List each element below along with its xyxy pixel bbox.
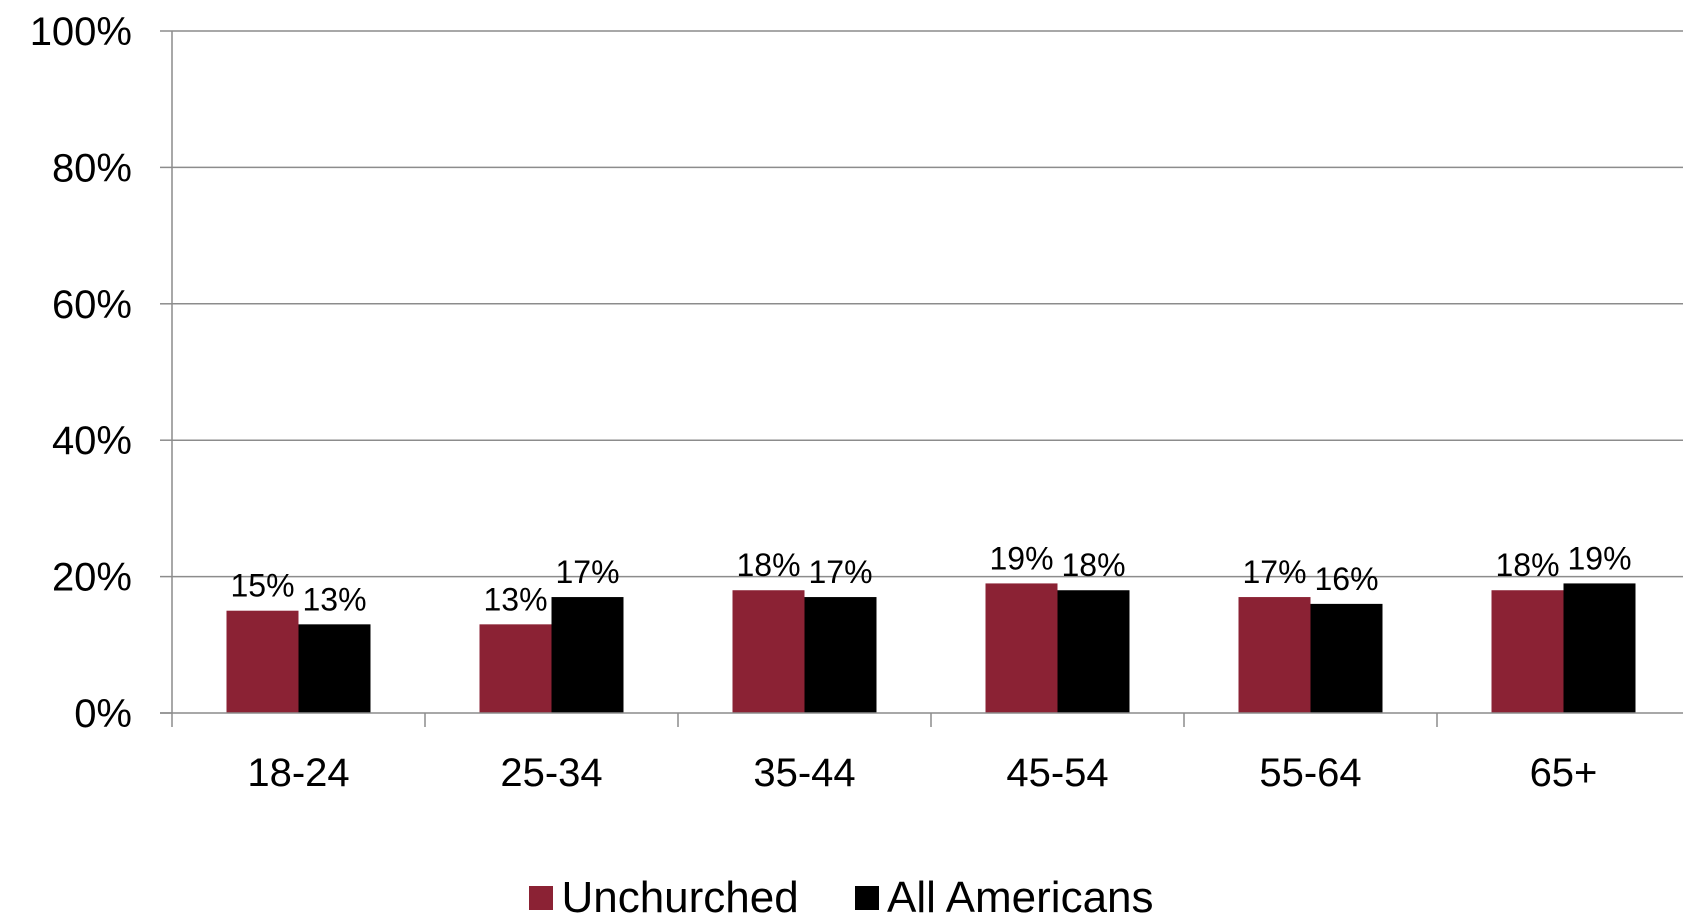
x-tick-label: 18-24: [247, 751, 349, 795]
data-labels: 15% 13% 13%17% 18% 17% 19% 18% 17% 16% 18% 19%: [230, 540, 1631, 617]
gridlines: [172, 30, 1683, 578]
legend-label-unchurched: Unchurched: [561, 873, 799, 922]
y-tick-label: 80%: [52, 146, 132, 190]
bar-unchurched-25-34: [479, 624, 552, 713]
x-tick-label: 55-64: [1259, 751, 1361, 795]
bar-unchurched-55-64: [1238, 597, 1311, 713]
bars: [226, 583, 1636, 713]
legend-item-unchurched: Unchurched: [529, 872, 799, 924]
legend-label-all-americans: All Americans: [886, 873, 1154, 922]
legend-item-all-americans: All Americans: [854, 872, 1154, 924]
data-label: 13%: [483, 581, 547, 617]
data-label: 13%: [302, 581, 366, 617]
bar-all-americans-55-64: [1310, 603, 1383, 713]
x-tick-label: 45-54: [1006, 751, 1108, 795]
bar-unchurched-35-44: [732, 590, 805, 713]
x-tick-label: 25-34: [500, 751, 602, 795]
legend-swatch-unchurched: [529, 886, 554, 910]
bar-unchurched-18-24: [226, 610, 299, 713]
data-label: 18%: [1495, 547, 1559, 583]
bar-all-americans-65+: [1563, 583, 1636, 713]
y-tick-label: 0%: [74, 692, 132, 736]
data-label: 17%: [808, 554, 872, 590]
y-tick-label: 100%: [30, 10, 132, 54]
data-label: 18%: [736, 547, 800, 583]
bar-unchurched-65+: [1491, 590, 1564, 713]
legend-swatch-all-americans: [854, 886, 879, 910]
data-label: 17%: [1242, 554, 1306, 590]
data-label: 18%: [1061, 547, 1125, 583]
y-tick-label: 40%: [52, 419, 132, 463]
legend: Unchurched All Americans: [0, 870, 1683, 924]
bar-all-americans-35-44: [804, 597, 877, 713]
data-label: 15%: [230, 568, 294, 604]
x-axis: 18-24 25-34 35-44 45-54 55-64 65+: [160, 712, 1683, 795]
x-tick-label: 65+: [1530, 751, 1598, 795]
y-tick-label: 60%: [52, 283, 132, 327]
bar-all-americans-45-54: [1057, 590, 1130, 713]
bar-all-americans-25-34: [551, 597, 624, 713]
bar-all-americans-18-24: [298, 624, 371, 713]
y-tick-label: 20%: [52, 556, 132, 600]
bar-unchurched-45-54: [985, 583, 1058, 713]
y-axis: 0% 20% 40% 60% 80% 100%: [30, 10, 173, 736]
data-label: 16%: [1314, 561, 1378, 597]
data-label: 19%: [989, 540, 1053, 576]
x-tick-label: 35-44: [753, 751, 855, 795]
data-label: 17%: [555, 554, 619, 590]
data-label: 19%: [1567, 540, 1631, 576]
